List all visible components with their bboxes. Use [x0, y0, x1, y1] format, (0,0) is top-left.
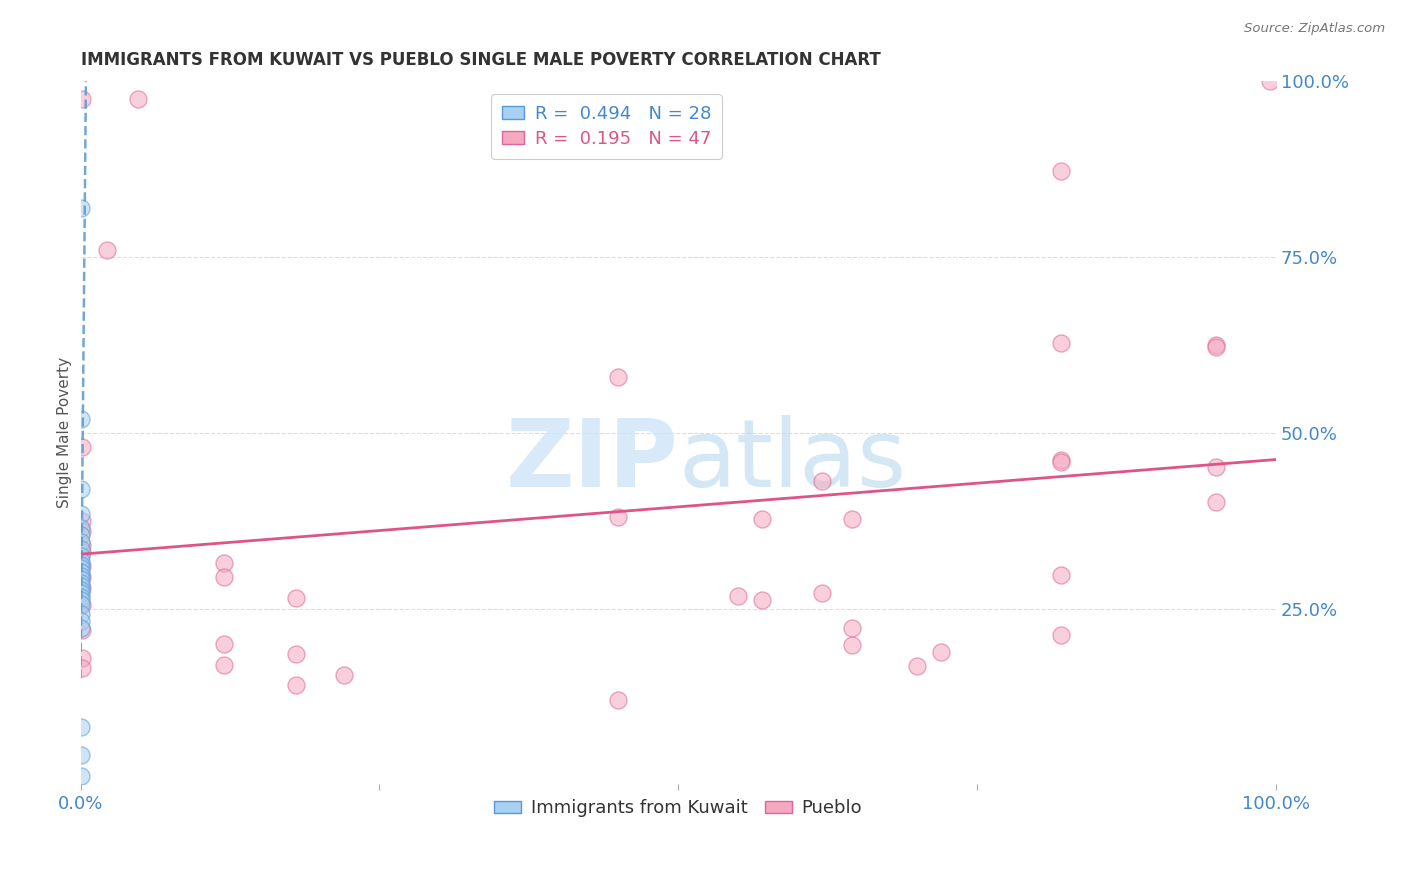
Point: [70, 528, 93, 542]
Point: [607, 369, 630, 384]
Point: [70, 514, 93, 528]
Point: [70, 558, 93, 572]
Point: [70, 769, 93, 783]
Point: [1205, 459, 1227, 474]
Point: [70, 575, 93, 590]
Point: [70, 534, 93, 549]
Point: [70, 747, 93, 762]
Point: [70, 440, 93, 454]
Point: [841, 638, 863, 652]
Point: [70, 92, 93, 106]
Y-axis label: Single Male Poverty: Single Male Poverty: [58, 358, 72, 508]
Point: [70, 621, 93, 635]
Point: [70, 541, 93, 556]
Point: [1049, 455, 1071, 469]
Point: [70, 581, 93, 595]
Point: [127, 92, 149, 106]
Point: [70, 554, 93, 568]
Point: [70, 579, 93, 593]
Point: [905, 659, 928, 673]
Point: [70, 582, 93, 597]
Point: [70, 568, 93, 582]
Point: [96, 243, 118, 257]
Point: [751, 593, 773, 607]
Point: [70, 507, 93, 521]
Legend: Immigrants from Kuwait, Pueblo: Immigrants from Kuwait, Pueblo: [488, 792, 869, 824]
Point: [70, 597, 93, 611]
Point: [70, 538, 93, 552]
Point: [70, 623, 93, 637]
Point: [1205, 495, 1227, 509]
Point: [212, 570, 235, 584]
Point: [70, 412, 93, 426]
Point: [841, 511, 863, 525]
Point: [1049, 164, 1071, 178]
Point: [1049, 335, 1071, 350]
Point: [841, 621, 863, 635]
Point: [1049, 452, 1071, 467]
Point: [70, 559, 93, 574]
Point: [1049, 628, 1071, 642]
Point: [284, 677, 307, 691]
Point: [70, 561, 93, 575]
Text: ZIP: ZIP: [505, 415, 678, 507]
Point: [929, 645, 952, 659]
Point: [70, 524, 93, 539]
Point: [70, 615, 93, 629]
Point: [70, 521, 93, 535]
Point: [607, 510, 630, 524]
Point: [70, 651, 93, 665]
Point: [70, 482, 93, 496]
Point: [810, 586, 832, 600]
Point: [70, 590, 93, 604]
Point: [70, 572, 93, 586]
Point: [70, 545, 93, 559]
Point: [212, 637, 235, 651]
Point: [70, 607, 93, 622]
Point: [1049, 568, 1071, 582]
Point: [70, 720, 93, 734]
Point: [1205, 338, 1227, 352]
Point: [607, 693, 630, 707]
Text: atlas: atlas: [678, 415, 907, 507]
Point: [1258, 74, 1281, 88]
Point: [727, 589, 749, 603]
Point: [70, 586, 93, 600]
Text: IMMIGRANTS FROM KUWAIT VS PUEBLO SINGLE MALE POVERTY CORRELATION CHART: IMMIGRANTS FROM KUWAIT VS PUEBLO SINGLE …: [80, 51, 880, 69]
Point: [70, 565, 93, 579]
Point: [212, 657, 235, 672]
Point: [332, 668, 354, 682]
Point: [70, 598, 93, 612]
Text: Source: ZipAtlas.com: Source: ZipAtlas.com: [1244, 22, 1385, 36]
Point: [284, 591, 307, 606]
Point: [70, 549, 93, 563]
Point: [70, 661, 93, 675]
Point: [70, 593, 93, 607]
Point: [751, 511, 773, 525]
Point: [1205, 340, 1227, 354]
Point: [70, 570, 93, 584]
Point: [212, 556, 235, 570]
Point: [70, 201, 93, 215]
Point: [810, 474, 832, 488]
Point: [284, 648, 307, 662]
